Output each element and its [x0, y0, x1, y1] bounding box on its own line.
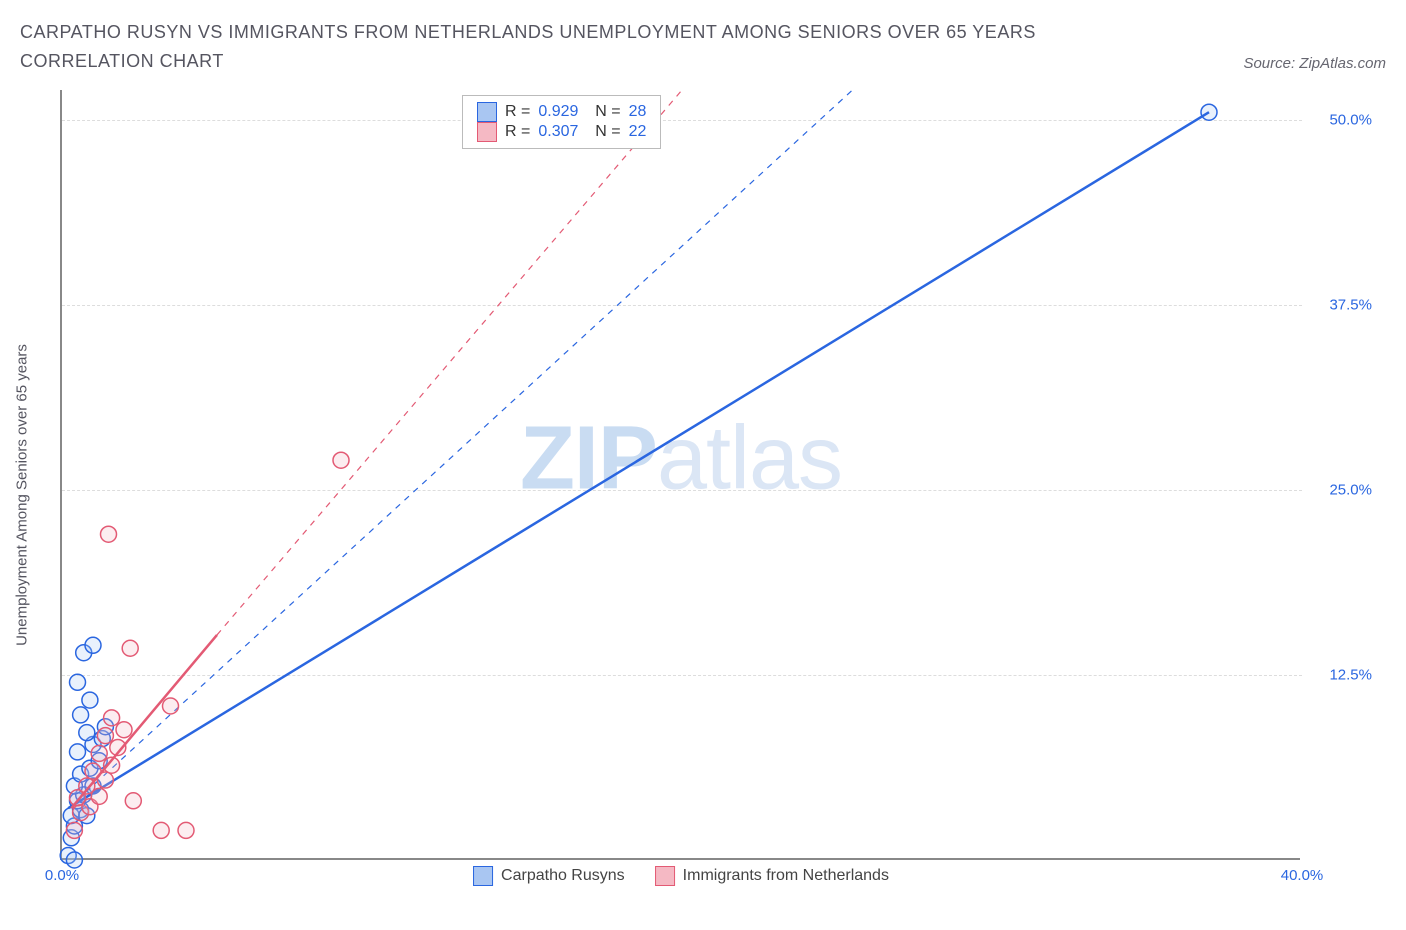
swatch-series-a — [477, 102, 497, 122]
scatter-plot-svg — [62, 90, 1302, 860]
data-point — [85, 637, 101, 653]
data-point — [178, 822, 194, 838]
x-axis-tick: 40.0% — [1281, 867, 1324, 884]
plot-area: ZIPatlas R = 0.929 N = 28 R = 0.307 N = … — [60, 90, 1300, 860]
trend-line — [68, 112, 1209, 808]
swatch-series-a — [473, 866, 493, 886]
data-point — [91, 745, 107, 761]
y-axis-tick: 12.5% — [1310, 666, 1372, 683]
trend-line-extrapolated — [217, 90, 682, 635]
data-point — [125, 793, 141, 809]
data-point — [163, 698, 179, 714]
y-axis-tick: 50.0% — [1310, 111, 1372, 128]
trend-line-extrapolated — [68, 90, 852, 808]
series-legend: Carpatho Rusyns Immigrants from Netherla… — [473, 866, 889, 886]
data-point — [79, 725, 95, 741]
chart-source: Source: ZipAtlas.com — [1243, 55, 1386, 76]
swatch-series-b — [477, 122, 497, 142]
data-point — [82, 692, 98, 708]
y-axis-label: Unemployment Among Seniors over 65 years — [14, 344, 31, 646]
data-point — [122, 640, 138, 656]
y-axis-tick: 37.5% — [1310, 296, 1372, 313]
data-point — [101, 526, 117, 542]
trend-line — [71, 635, 217, 808]
chart-container: Unemployment Among Seniors over 65 years… — [60, 90, 1380, 900]
chart-title: CARPATHO RUSYN VS IMMIGRANTS FROM NETHER… — [20, 18, 1170, 76]
data-point — [116, 722, 132, 738]
data-point — [66, 822, 82, 838]
data-point — [153, 822, 169, 838]
data-point — [70, 674, 86, 690]
data-point — [97, 728, 113, 744]
data-point — [70, 744, 86, 760]
y-axis-tick: 25.0% — [1310, 481, 1372, 498]
data-point — [333, 452, 349, 468]
data-point — [104, 710, 120, 726]
correlation-legend: R = 0.929 N = 28 R = 0.307 N = 22 — [462, 95, 661, 149]
x-axis-tick: 0.0% — [45, 867, 79, 884]
data-point — [66, 852, 82, 868]
data-point — [73, 707, 89, 723]
swatch-series-b — [655, 866, 675, 886]
